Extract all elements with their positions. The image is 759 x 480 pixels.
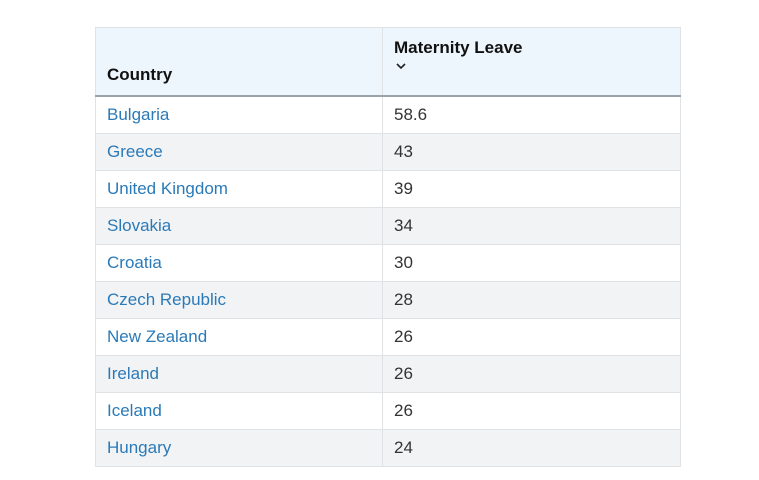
country-link[interactable]: Bulgaria <box>107 105 170 124</box>
country-cell: Bulgaria <box>95 95 383 134</box>
country-cell: Ireland <box>95 355 383 393</box>
maternity-leave-value: 34 <box>382 207 681 245</box>
table-row: Croatia 30 <box>95 244 681 282</box>
country-cell: New Zealand <box>95 318 383 356</box>
column-header-maternity-leave-label: Maternity Leave <box>394 38 523 57</box>
country-cell: Iceland <box>95 392 383 430</box>
country-cell: Croatia <box>95 244 383 282</box>
country-link[interactable]: Croatia <box>107 253 162 272</box>
country-link[interactable]: Ireland <box>107 364 159 383</box>
maternity-leave-table: Country Maternity Leave Bulgaria 58.6 Gr… <box>95 27 681 467</box>
table-row: Greece 43 <box>95 133 681 171</box>
column-header-country[interactable]: Country <box>95 27 383 97</box>
column-header-maternity-leave[interactable]: Maternity Leave <box>382 27 681 97</box>
maternity-leave-value: 43 <box>382 133 681 171</box>
table-row: Hungary 24 <box>95 429 681 467</box>
country-cell: Czech Republic <box>95 281 383 319</box>
country-link[interactable]: Czech Republic <box>107 290 227 309</box>
country-link[interactable]: United Kingdom <box>107 179 228 198</box>
chevron-down-icon[interactable] <box>394 61 408 71</box>
table-row: Iceland 26 <box>95 392 681 430</box>
table-row: Czech Republic 28 <box>95 281 681 319</box>
table-row: New Zealand 26 <box>95 318 681 356</box>
country-cell: Greece <box>95 133 383 171</box>
country-link[interactable]: Hungary <box>107 438 172 457</box>
table-row: Slovakia 34 <box>95 207 681 245</box>
table-row: Bulgaria 58.6 <box>95 95 681 134</box>
table-row: Ireland 26 <box>95 355 681 393</box>
maternity-leave-value: 30 <box>382 244 681 282</box>
column-header-country-label: Country <box>107 65 173 84</box>
maternity-leave-value: 26 <box>382 392 681 430</box>
country-cell: United Kingdom <box>95 170 383 208</box>
table-header-row: Country Maternity Leave <box>95 27 681 97</box>
maternity-leave-value: 26 <box>382 318 681 356</box>
maternity-leave-value: 39 <box>382 170 681 208</box>
country-link[interactable]: New Zealand <box>107 327 208 346</box>
maternity-leave-value: 24 <box>382 429 681 467</box>
country-link[interactable]: Slovakia <box>107 216 172 235</box>
country-cell: Hungary <box>95 429 383 467</box>
country-cell: Slovakia <box>95 207 383 245</box>
maternity-leave-value: 28 <box>382 281 681 319</box>
table-body: Bulgaria 58.6 Greece 43 United Kingdom 3… <box>95 95 681 467</box>
maternity-leave-value: 58.6 <box>382 95 681 134</box>
table-row: United Kingdom 39 <box>95 170 681 208</box>
data-table-container: Country Maternity Leave Bulgaria 58.6 Gr… <box>95 27 681 467</box>
maternity-leave-value: 26 <box>382 355 681 393</box>
country-link[interactable]: Iceland <box>107 401 162 420</box>
country-link[interactable]: Greece <box>107 142 163 161</box>
